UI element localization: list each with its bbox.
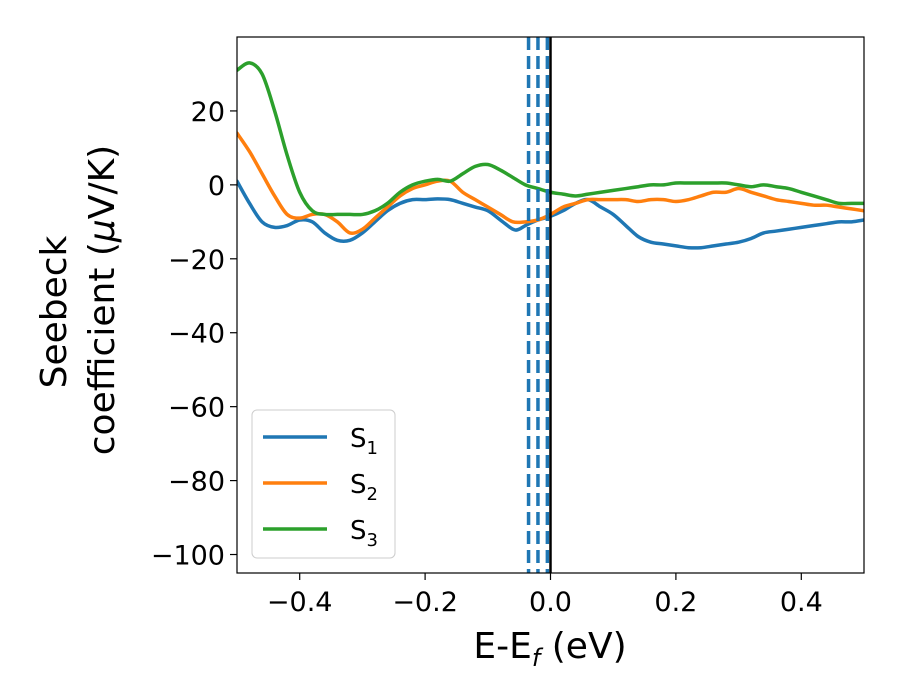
y-tick-label: 20: [191, 97, 225, 128]
y-axis-label-line2: coefficient (μV/K): [82, 145, 123, 455]
y-tick-label: −80: [168, 467, 225, 498]
x-axis-ticks: −0.4 −0.2 0.0 0.2 0.4: [267, 573, 823, 618]
x-tick-label: 0.0: [529, 587, 572, 618]
y-tick-label: −40: [168, 319, 225, 350]
vlines-layer: [526, 37, 552, 573]
x-tick-label: 0.4: [780, 587, 823, 618]
y-tick-label: −100: [151, 541, 225, 572]
legend-label-s1: S1: [350, 424, 378, 459]
x-axis-label: E-Ef (eV): [473, 626, 626, 672]
y-axis-ticks: 20 0 −20 −40 −60 −80 −100: [151, 97, 237, 572]
x-tick-label: 0.2: [654, 587, 697, 618]
legend: S1 S2 S3: [251, 409, 396, 559]
legend-label-s3: S3: [350, 516, 378, 551]
y-tick-label: −20: [168, 245, 225, 276]
x-tick-label: −0.4: [267, 587, 333, 618]
x-tick-label: −0.2: [392, 587, 458, 618]
legend-label-s2: S2: [350, 470, 378, 505]
y-tick-label: 0: [208, 171, 225, 202]
y-axis-label-line1: Seebeck: [34, 235, 75, 388]
y-tick-label: −60: [168, 393, 225, 424]
y-axis-label: Seebeck coefficient (μV/K): [34, 145, 123, 455]
